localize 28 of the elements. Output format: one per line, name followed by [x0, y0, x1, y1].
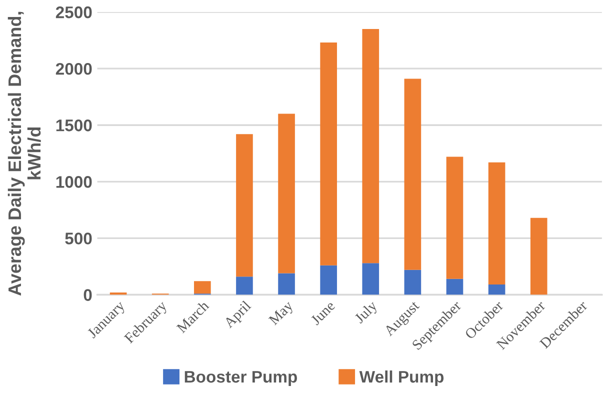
bar — [278, 114, 295, 274]
bar — [404, 78, 422, 270]
legend-label: Booster Pump — [184, 371, 297, 386]
bar — [362, 28, 380, 264]
bar — [488, 162, 506, 285]
bar — [278, 273, 295, 295]
y-axis-title: Average Daily Electrical Demand, kWh/d — [8, 12, 41, 296]
y-tick-label: 1500 — [56, 120, 92, 132]
bar — [194, 281, 211, 294]
y-tick-label: 500 — [65, 232, 92, 244]
x-tick-label: June — [310, 300, 336, 326]
bar — [320, 265, 337, 295]
x-tick-label: May — [268, 300, 296, 328]
bar — [446, 156, 464, 279]
bar — [530, 218, 548, 295]
legend-label: Well Pump — [359, 370, 444, 386]
bar — [404, 270, 422, 295]
bar — [236, 134, 253, 277]
bar — [320, 42, 337, 266]
bar — [236, 276, 253, 295]
y-tick-label: 2500 — [56, 6, 92, 18]
bar — [362, 263, 380, 295]
y-tick-label: 1000 — [56, 176, 92, 188]
x-tick-label: July — [354, 300, 380, 326]
bar — [446, 278, 464, 295]
bar — [488, 284, 506, 295]
y-tick-label: 2000 — [56, 62, 92, 75]
y-tick-label: 0 — [84, 289, 92, 301]
